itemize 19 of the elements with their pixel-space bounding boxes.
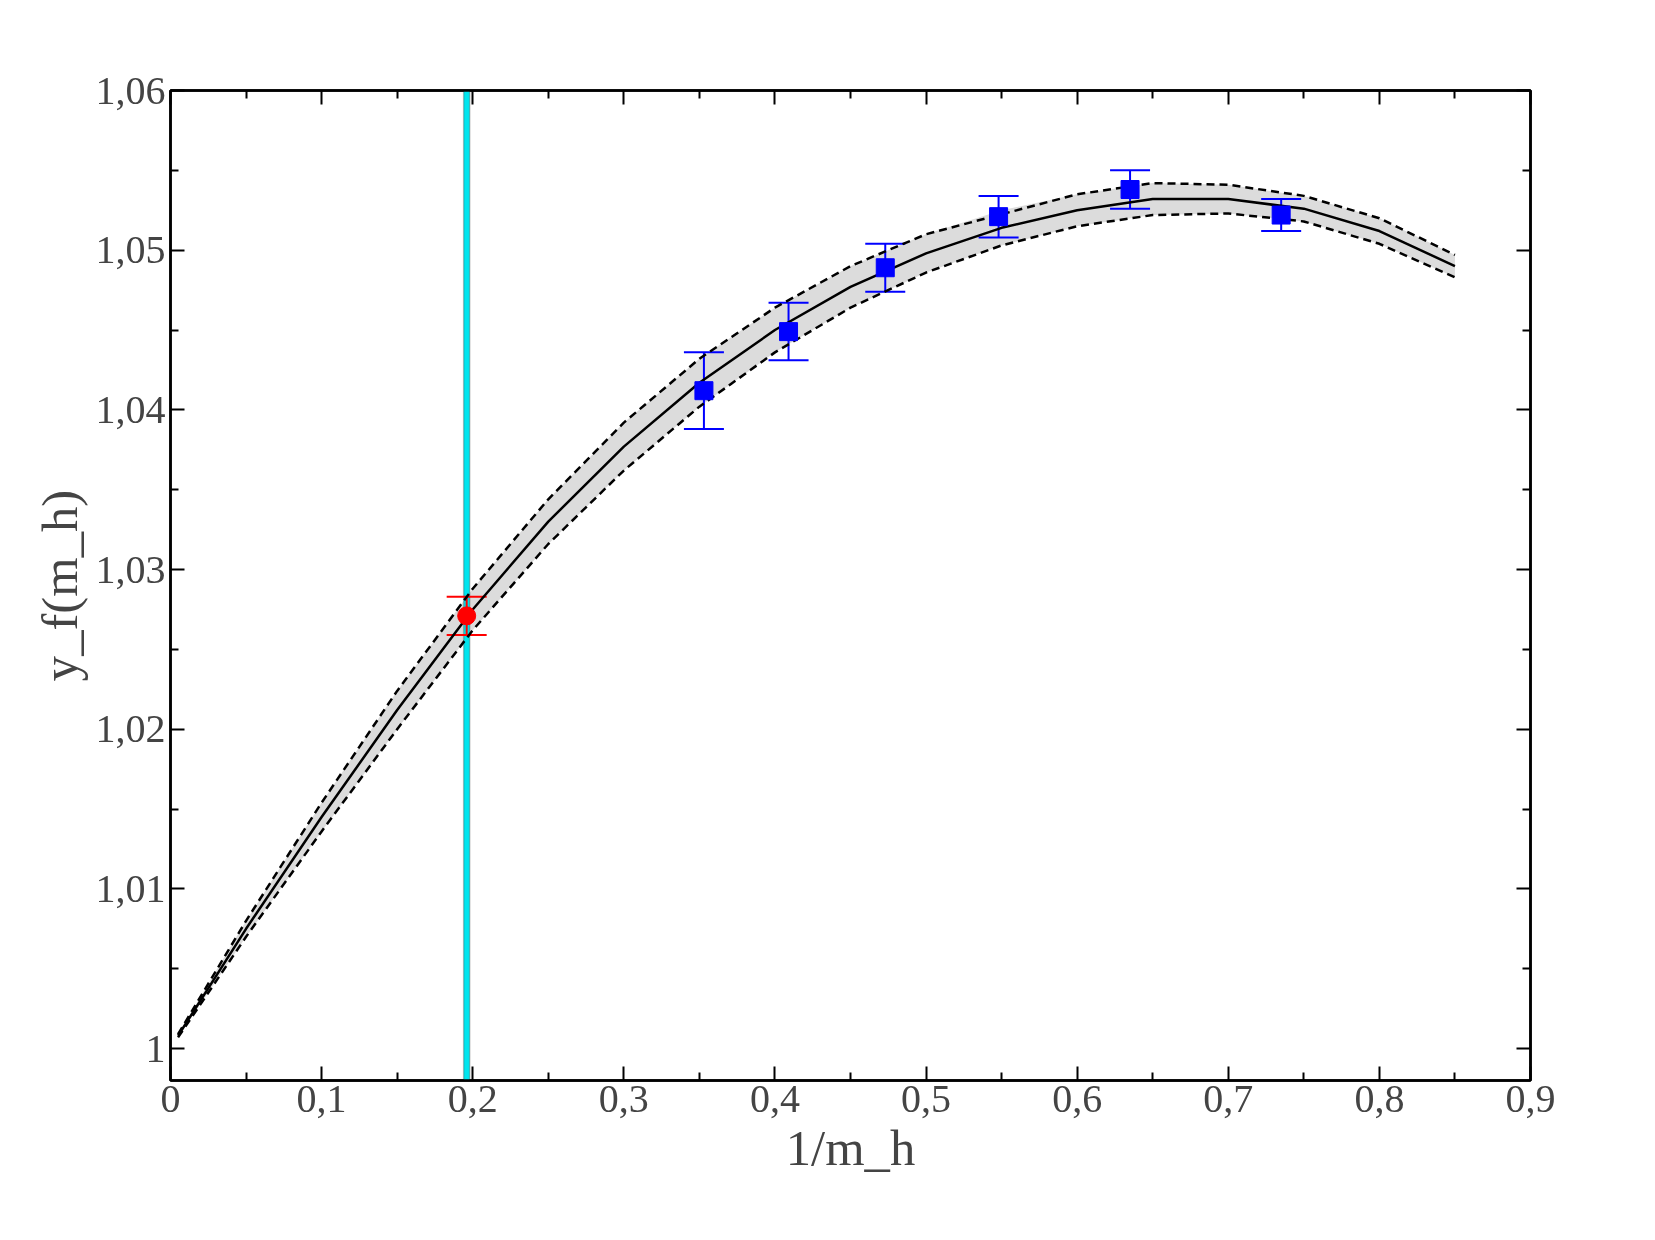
y-tick-label: 1	[145, 1025, 166, 1071]
y-tick-label: 1,05	[95, 227, 166, 273]
x-tick-label: 0,8	[1354, 1075, 1405, 1121]
x-tick-label: 0,4	[749, 1075, 800, 1121]
y-tick-label: 1,06	[95, 67, 166, 113]
y-tick-label: 1,02	[95, 706, 166, 752]
x-tick-label: 0,1	[296, 1075, 347, 1121]
x-tick-label: 0	[160, 1075, 181, 1121]
x-tick-label: 0,9	[1505, 1075, 1556, 1121]
x-tick-label: 0,5	[901, 1075, 952, 1121]
x-tick-label: 0,6	[1052, 1075, 1103, 1121]
x-tick-label: 0,2	[447, 1075, 498, 1121]
x-tick-label: 0,3	[598, 1075, 649, 1121]
y-tick-label: 1,01	[95, 865, 166, 911]
x-tick-label: 0,7	[1203, 1075, 1254, 1121]
y-tick-label: 1,03	[95, 546, 166, 592]
y-tick-label: 1,04	[95, 386, 166, 432]
y-axis-title: y_f(m_h)	[31, 489, 88, 682]
x-axis-title: 1/m_h	[785, 1119, 916, 1176]
